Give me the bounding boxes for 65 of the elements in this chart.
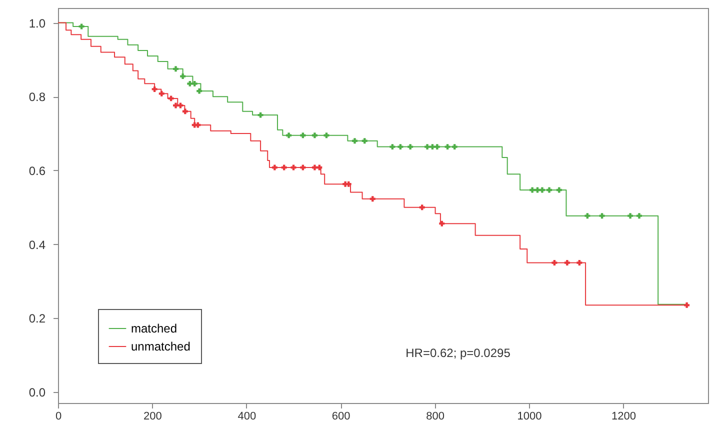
point	[286, 132, 292, 138]
x-tick-label: 0	[55, 410, 62, 422]
y-tick-label: 0.8	[28, 90, 46, 104]
x-tick-label: 600	[332, 410, 350, 422]
annotation: HR=0.62; p=0.0295	[406, 346, 511, 360]
point	[628, 213, 634, 219]
point	[272, 164, 278, 170]
point	[300, 132, 306, 138]
point	[352, 138, 358, 144]
point	[195, 122, 201, 128]
point	[281, 164, 287, 170]
point	[178, 102, 184, 108]
point	[312, 164, 318, 170]
point	[196, 88, 202, 94]
point	[187, 80, 193, 86]
point	[173, 66, 178, 72]
point	[316, 164, 322, 170]
x-tick-label: 1200	[611, 410, 636, 422]
y-tick-label: 1.0	[28, 16, 46, 30]
point	[530, 187, 536, 193]
point	[362, 138, 368, 144]
point	[398, 144, 404, 150]
point	[576, 260, 582, 266]
point	[182, 108, 188, 114]
x-tick-label: 800	[426, 410, 444, 422]
point	[408, 144, 414, 150]
point	[312, 132, 318, 138]
point	[390, 144, 396, 150]
point	[684, 302, 690, 308]
point	[552, 260, 558, 266]
y-tick-label: 0.0	[28, 385, 46, 400]
point	[300, 164, 306, 170]
point	[192, 80, 198, 86]
point	[346, 181, 352, 187]
point	[444, 144, 450, 150]
y-tick-label: 0.4	[28, 238, 46, 252]
y-tick-label: 0.6	[28, 164, 46, 178]
x-tick-label: 1000	[517, 410, 542, 422]
x-tick-label: 400	[238, 410, 256, 422]
point	[439, 220, 445, 226]
point	[168, 96, 174, 102]
point	[370, 196, 376, 202]
point	[564, 260, 570, 266]
y-tick-label: 0.2	[28, 312, 46, 326]
point	[419, 204, 425, 210]
point	[539, 187, 545, 193]
point	[324, 132, 330, 138]
point	[546, 187, 552, 193]
point	[636, 213, 642, 219]
point	[599, 213, 605, 219]
point	[584, 213, 590, 219]
point	[452, 144, 458, 150]
point	[258, 112, 264, 118]
point	[434, 144, 440, 150]
point	[173, 102, 178, 108]
point	[430, 144, 436, 150]
point	[424, 144, 430, 150]
legend-label: unmatched	[131, 340, 190, 354]
point	[78, 24, 84, 30]
point	[556, 187, 562, 193]
legend-label: matched	[131, 322, 178, 336]
point	[152, 86, 158, 92]
point	[158, 90, 164, 96]
x-tick-label: 200	[144, 410, 162, 422]
point	[180, 74, 186, 80]
